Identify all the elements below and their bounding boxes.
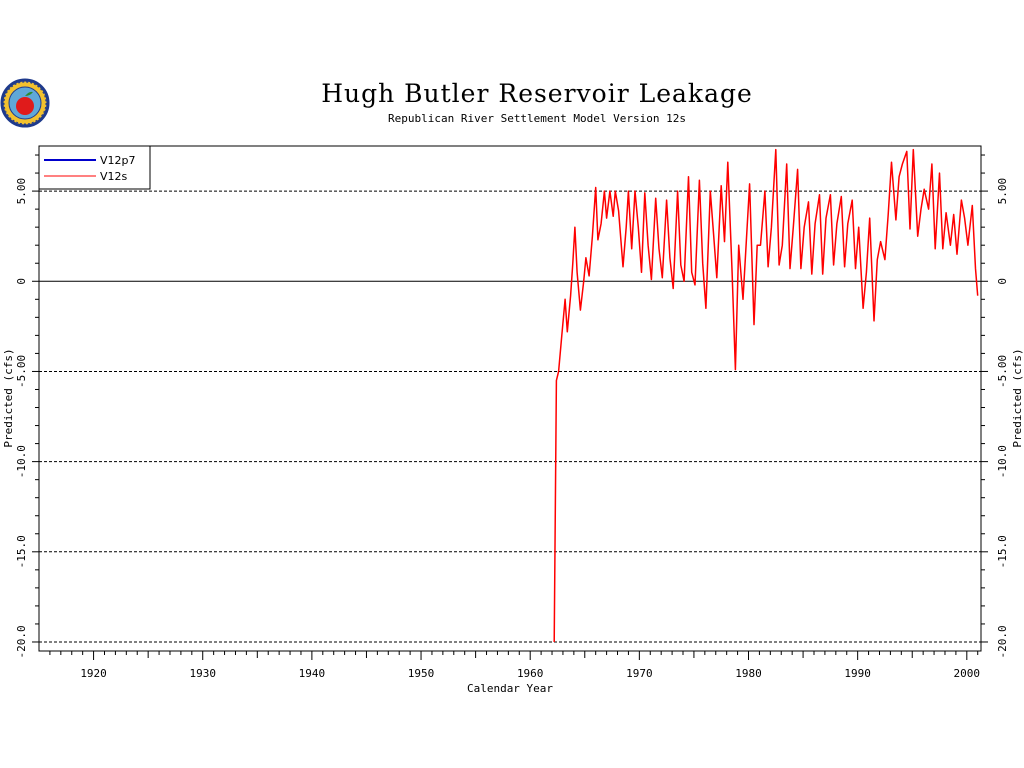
x-tick-label: 1960 bbox=[517, 667, 544, 680]
x-axis: 1920 1930 1940 1950 1960 1970 1980 1990 2000 bbox=[49, 651, 981, 680]
y-tick-label-left: 0 bbox=[15, 278, 28, 285]
legend-box bbox=[38, 145, 151, 190]
x-tick-label: 1970 bbox=[626, 667, 653, 680]
y-axis-label-left: Predicted (cfs) bbox=[2, 348, 15, 447]
y-axis-label-right: Predicted (cfs) bbox=[1011, 348, 1024, 447]
legend-label-v12s: V12s bbox=[100, 170, 128, 183]
legend: V12p7 V12s bbox=[38, 145, 151, 190]
y-tick-label-left: 5.00 bbox=[15, 178, 28, 205]
y-tick-label-left: -20.0 bbox=[15, 625, 28, 658]
legend-label-v12p7: V12p7 bbox=[100, 154, 136, 167]
y-tick-label-right: -10.0 bbox=[996, 445, 1009, 478]
y-tick-label-right: -15.0 bbox=[996, 535, 1009, 568]
x-tick-label: 1920 bbox=[80, 667, 107, 680]
x-tick-label: 1950 bbox=[408, 667, 435, 680]
x-tick-label: 1940 bbox=[299, 667, 326, 680]
y-tick-label-right: -20.0 bbox=[996, 625, 1009, 658]
plot-frame bbox=[38, 145, 982, 652]
y-axis: 5.00 5.00 0 0 -5.00 -5.00 -10.0 -10.0 -15.0 -15.0… bbox=[15, 154, 1009, 659]
series-line-v12s bbox=[553, 148, 979, 643]
seal-logo bbox=[0, 78, 50, 128]
chart-subtitle: Republican River Settlement Model Versio… bbox=[388, 112, 686, 125]
y-tick-label-right: 0 bbox=[996, 278, 1009, 285]
chart-title: Hugh Butler Reservoir Leakage bbox=[321, 79, 753, 108]
x-tick-label: 1980 bbox=[735, 667, 762, 680]
y-tick-label-left: -15.0 bbox=[15, 535, 28, 568]
series-layer bbox=[553, 148, 979, 643]
x-tick-label: 2000 bbox=[954, 667, 981, 680]
y-tick-label-left: -10.0 bbox=[15, 445, 28, 478]
y-tick-label-left: -5.00 bbox=[15, 355, 28, 388]
y-tick-label-right: 5.00 bbox=[996, 178, 1009, 205]
x-axis-label: Calendar Year bbox=[467, 682, 553, 695]
grid-lines bbox=[39, 190, 981, 643]
y-tick-label-right: -5.00 bbox=[996, 355, 1009, 388]
x-tick-label: 1990 bbox=[844, 667, 871, 680]
x-tick-label: 1930 bbox=[189, 667, 216, 680]
